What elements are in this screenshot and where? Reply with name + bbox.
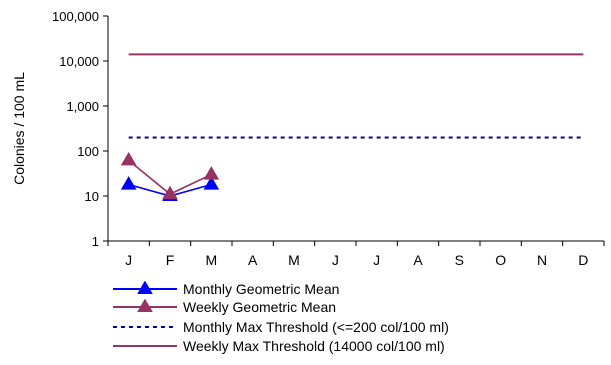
x-tick-label: A	[413, 252, 423, 268]
plot-area	[120, 53, 584, 202]
data-point	[162, 185, 178, 200]
y-tick-label: 10	[85, 189, 99, 204]
legend-item: Weekly Geometric Mean	[113, 298, 336, 315]
legend: Monthly Geometric Mean Weekly Geometric M…	[113, 280, 449, 354]
legend-marker	[137, 280, 153, 295]
x-tick-label: J	[125, 252, 132, 268]
legend-label: Weekly Geometric Mean	[183, 299, 336, 315]
legend-item: Monthly Geometric Mean	[113, 280, 339, 297]
x-tick-label: A	[248, 252, 258, 268]
y-tick-label: 1,000	[66, 99, 99, 114]
y-tick-label: 100,000	[52, 9, 99, 24]
y-tick-label: 100	[77, 144, 99, 159]
legend-item: Monthly Max Threshold (<=200 col/100 ml)	[113, 319, 449, 335]
data-point	[120, 176, 137, 190]
series-weekly-geometric-mean	[120, 151, 220, 200]
x-tick-label: M	[288, 252, 300, 268]
x-tick-label: D	[578, 252, 588, 268]
y-tick-label: 1	[92, 234, 99, 249]
y-axis-title: Colonies / 100 mL	[11, 72, 27, 185]
x-tick-label: F	[166, 252, 175, 268]
legend-label: Monthly Geometric Mean	[183, 281, 339, 297]
x-tick-label: J	[332, 252, 339, 268]
data-point	[203, 166, 220, 180]
x-tick-label: M	[205, 252, 217, 268]
x-tick-label: S	[455, 252, 464, 268]
legend-label: Monthly Max Threshold (<=200 col/100 ml)	[183, 319, 449, 335]
legend-item: Weekly Max Threshold (14000 col/100 ml)	[113, 338, 445, 354]
legend-label: Weekly Max Threshold (14000 col/100 ml)	[183, 338, 445, 354]
y-tick-label: 10,000	[59, 54, 99, 69]
data-point	[203, 176, 220, 190]
legend-marker	[137, 298, 153, 313]
x-tick-label: J	[373, 252, 380, 268]
x-tick-label: N	[537, 252, 547, 268]
data-point	[120, 151, 137, 166]
x-tick-label: O	[495, 252, 506, 268]
axes: 1 10 100 1,000 10,000 100,000 J F M A M J J A S O N D Colo…	[11, 9, 605, 268]
